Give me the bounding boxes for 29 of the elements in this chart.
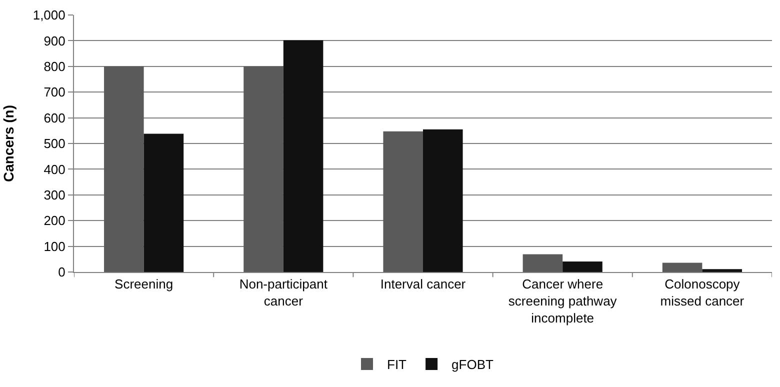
y-tick-label: 700 [44,84,66,100]
x-tick-label: Interval cancer [380,276,466,292]
legend-label: FIT [387,357,407,372]
y-tick-label: 900 [44,33,66,48]
y-tick-label: 600 [44,110,66,126]
x-tick-label: Non-participant cancer [239,276,328,308]
bar [104,66,144,272]
y-tick-label: 200 [44,213,66,228]
bar [383,131,423,272]
x-tick-label: Colonoscopy missed cancer [660,276,745,308]
bar [562,261,602,272]
x-tick-label: Screening [114,276,174,292]
y-tick-label: 300 [44,187,66,202]
x-tick-label: Cancer where screening pathway incomplete [508,276,618,326]
y-tick-label: 100 [44,238,66,254]
y-tick-label: 400 [44,162,66,177]
y-tick-label: 500 [44,136,66,152]
bar [522,254,563,272]
legend-label: gFOBT [452,357,494,372]
y-axis-title: Cancers (n) [0,104,16,182]
y-tick-label: 800 [44,58,66,74]
bar [244,66,284,272]
bar [283,40,324,272]
y-tick-label: 0 [58,264,66,280]
y-tick-label: 1,000 [32,8,66,23]
bar [423,129,463,272]
bar [144,134,184,272]
bar [662,262,702,272]
bar [702,269,742,272]
